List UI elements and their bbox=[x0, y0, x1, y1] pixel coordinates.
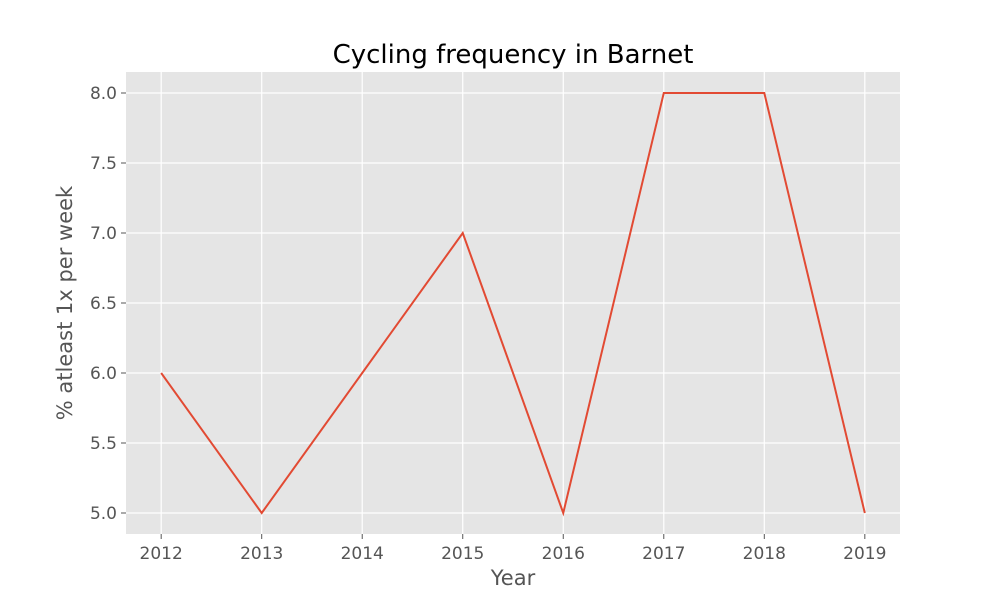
x-axis-label: Year bbox=[490, 566, 536, 590]
y-tick-label: 6.5 bbox=[90, 294, 117, 314]
y-tick-label: 6.0 bbox=[90, 364, 117, 384]
y-axis-tick-labels: 5.0 5.5 6.0 6.5 7.0 7.5 8.0 bbox=[90, 84, 117, 524]
x-tick-label: 2018 bbox=[743, 544, 786, 564]
x-tick-label: 2016 bbox=[542, 544, 585, 564]
y-tick-label: 5.0 bbox=[90, 504, 117, 524]
series-layer bbox=[160, 92, 866, 517]
y-tick-label: 7.5 bbox=[90, 154, 117, 174]
x-tick-label: 2013 bbox=[240, 544, 283, 564]
x-tick-label: 2014 bbox=[341, 544, 384, 564]
series-line bbox=[160, 92, 866, 517]
chart-title: Cycling frequency in Barnet bbox=[333, 40, 694, 70]
axis-ticks bbox=[121, 92, 866, 539]
x-tick-label: 2017 bbox=[642, 544, 685, 564]
x-tick-label: 2015 bbox=[441, 544, 484, 564]
y-tick-label: 5.5 bbox=[90, 434, 117, 454]
y-axis-label: % atleast 1x per week bbox=[53, 185, 77, 420]
x-axis-tick-labels: 2012 2013 2014 2015 2016 2017 2018 2019 bbox=[140, 544, 887, 564]
x-tick-label: 2012 bbox=[140, 544, 183, 564]
y-tick-label: 7.0 bbox=[90, 224, 117, 244]
x-tick-label: 2019 bbox=[843, 544, 886, 564]
y-tick-label: 8.0 bbox=[90, 84, 117, 104]
